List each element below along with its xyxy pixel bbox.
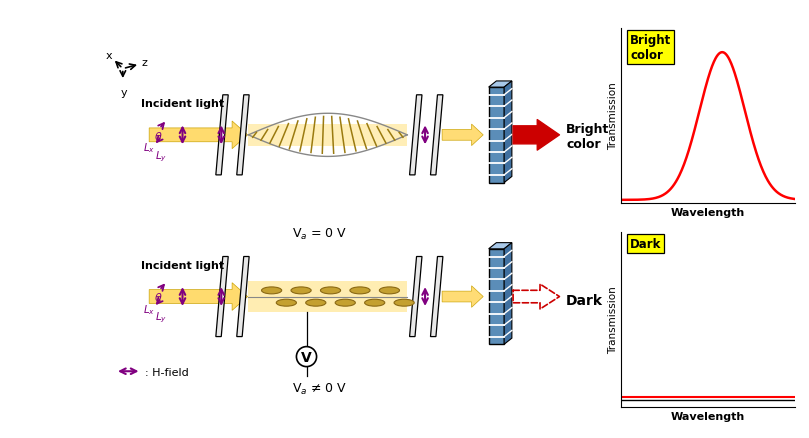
Ellipse shape xyxy=(350,287,370,294)
X-axis label: Wavelength: Wavelength xyxy=(671,411,745,421)
Polygon shape xyxy=(149,283,248,311)
Ellipse shape xyxy=(394,300,414,307)
Polygon shape xyxy=(216,257,228,337)
Ellipse shape xyxy=(320,287,341,294)
FancyArrowPatch shape xyxy=(513,120,560,151)
Ellipse shape xyxy=(261,287,282,294)
Ellipse shape xyxy=(306,300,326,307)
Text: Incident light: Incident light xyxy=(142,260,225,270)
Polygon shape xyxy=(443,286,483,307)
Y-axis label: Transmission: Transmission xyxy=(608,286,619,353)
Y-axis label: Transmission: Transmission xyxy=(608,82,619,150)
Polygon shape xyxy=(504,82,512,183)
Ellipse shape xyxy=(335,300,355,307)
Text: V$_a$ ≠ 0 V: V$_a$ ≠ 0 V xyxy=(292,381,347,396)
Polygon shape xyxy=(237,95,249,176)
Text: x: x xyxy=(105,51,112,60)
Text: Bright
color: Bright color xyxy=(630,34,671,62)
Polygon shape xyxy=(489,82,512,88)
Polygon shape xyxy=(443,125,483,146)
Polygon shape xyxy=(430,95,443,176)
Text: $\theta$: $\theta$ xyxy=(154,129,163,141)
Text: $L_x$: $L_x$ xyxy=(143,141,155,155)
Text: $L_x$: $L_x$ xyxy=(143,302,155,316)
Text: z: z xyxy=(142,58,147,68)
Text: V$_a$ = 0 V: V$_a$ = 0 V xyxy=(292,226,347,241)
Circle shape xyxy=(296,347,316,367)
Polygon shape xyxy=(489,243,512,249)
Ellipse shape xyxy=(291,287,311,294)
Polygon shape xyxy=(248,125,407,146)
Polygon shape xyxy=(237,257,249,337)
Text: y: y xyxy=(121,88,128,98)
Text: $L_y$: $L_y$ xyxy=(155,311,167,325)
Text: $L_y$: $L_y$ xyxy=(155,149,167,163)
Ellipse shape xyxy=(277,300,296,307)
Text: $\theta$: $\theta$ xyxy=(154,291,163,303)
Polygon shape xyxy=(149,122,248,149)
Text: Incident light: Incident light xyxy=(142,99,225,109)
Polygon shape xyxy=(409,257,422,337)
Polygon shape xyxy=(430,257,443,337)
Polygon shape xyxy=(248,282,407,312)
Text: Bright
color: Bright color xyxy=(566,123,609,151)
FancyBboxPatch shape xyxy=(489,249,504,345)
Text: Dark: Dark xyxy=(566,293,604,307)
X-axis label: Wavelength: Wavelength xyxy=(671,208,745,218)
Polygon shape xyxy=(216,95,228,176)
Polygon shape xyxy=(409,95,422,176)
FancyBboxPatch shape xyxy=(489,88,504,183)
Text: : H-field: : H-field xyxy=(146,367,189,377)
Text: Dark: Dark xyxy=(630,237,662,251)
Ellipse shape xyxy=(365,300,385,307)
Polygon shape xyxy=(504,243,512,345)
Ellipse shape xyxy=(379,287,400,294)
Text: V: V xyxy=(301,350,312,364)
